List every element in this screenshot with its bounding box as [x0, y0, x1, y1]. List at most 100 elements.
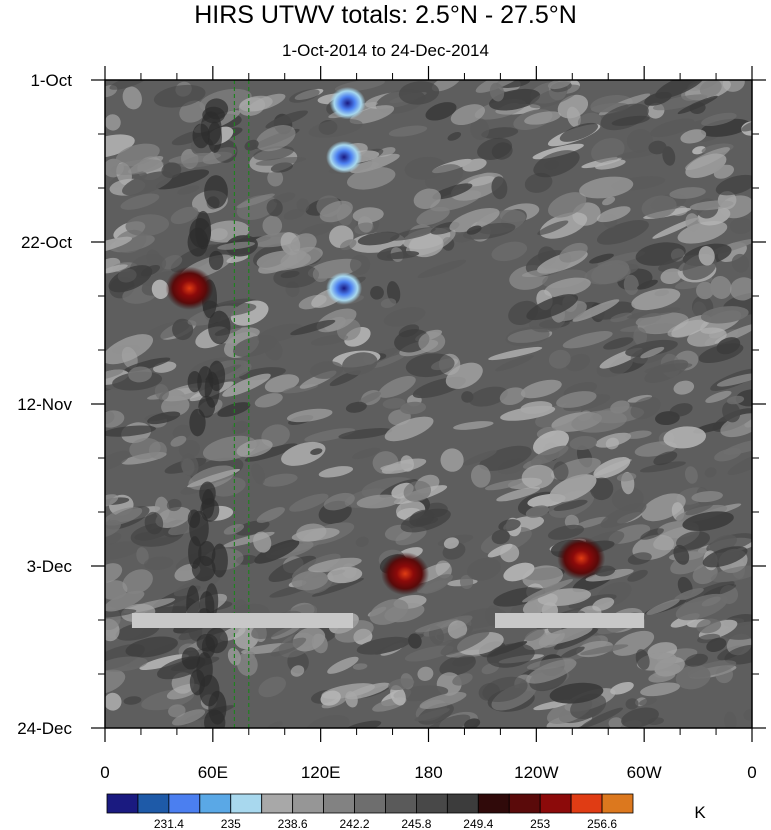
- field-cell: [710, 565, 752, 583]
- field-cell: [572, 299, 620, 322]
- field-cell: [635, 649, 650, 670]
- field-cell: [236, 439, 273, 458]
- field-cell: [491, 241, 528, 262]
- field-cell: [556, 391, 597, 408]
- field-cell: [105, 236, 133, 254]
- field-cell: [168, 152, 221, 164]
- field-cell: [682, 511, 734, 532]
- y-tick-label: 24-Dec: [17, 719, 72, 738]
- field-cell: [699, 80, 722, 97]
- field-cell: [633, 327, 648, 346]
- field-cell: [105, 541, 143, 561]
- field-cell: [122, 86, 142, 110]
- field-cell: [467, 557, 501, 581]
- field-cell: [400, 401, 427, 415]
- field-cell: [447, 620, 468, 639]
- field-cell: [308, 118, 363, 138]
- field-cell: [616, 149, 657, 159]
- field-cell: [491, 529, 510, 545]
- field-cell: [726, 395, 745, 405]
- field-cell: [342, 720, 382, 728]
- field-cell: [172, 709, 206, 726]
- field-cell: [685, 213, 700, 232]
- field-cell: [674, 588, 704, 601]
- field-cell: [352, 663, 368, 670]
- field-cell: [281, 441, 326, 466]
- field-cell: [696, 618, 722, 634]
- field-cell: [623, 274, 639, 296]
- field-cell: [201, 489, 215, 519]
- field-cell: [484, 479, 523, 491]
- field-cell: [662, 146, 676, 166]
- field-cell: [105, 114, 121, 131]
- field-cell: [290, 319, 336, 336]
- field-cell: [153, 84, 206, 108]
- field-cell: [105, 264, 128, 274]
- field-cell: [320, 690, 341, 706]
- field-cell: [352, 207, 384, 223]
- field-cell: [520, 379, 562, 399]
- field-cell: [489, 82, 505, 102]
- warm-anomaly: [557, 536, 606, 580]
- field-cell: [304, 428, 356, 443]
- field-cell: [646, 599, 680, 615]
- field-cell: [424, 164, 464, 190]
- field-cell: [481, 127, 519, 139]
- field-cell: [643, 323, 677, 333]
- field-cell: [431, 80, 461, 92]
- field-cell: [673, 544, 690, 565]
- field-cell: [675, 531, 711, 550]
- field-cell: [109, 80, 148, 90]
- missing-data-band: [494, 613, 645, 628]
- field-cell: [653, 94, 708, 111]
- field-cell: [105, 692, 122, 711]
- field-cell: [547, 80, 571, 90]
- field-cell: [461, 391, 474, 403]
- field-cell: [653, 451, 678, 466]
- field-cell: [432, 183, 473, 200]
- field-cell: [222, 531, 275, 548]
- field-cell: [701, 112, 737, 127]
- field-cell: [440, 448, 464, 472]
- field-cell: [290, 665, 305, 677]
- field-cell: [357, 231, 400, 246]
- x-tick-label: 60E: [198, 763, 228, 782]
- field-cell: [722, 80, 745, 92]
- field-cell: [386, 281, 401, 304]
- field-cell: [134, 532, 152, 540]
- field-cell: [289, 493, 329, 512]
- field-cell: [380, 298, 397, 308]
- field-cell: [318, 466, 354, 478]
- field-cell: [422, 714, 471, 728]
- field-cell: [251, 463, 266, 485]
- field-cell: [640, 528, 664, 540]
- field-cell: [589, 253, 614, 264]
- field-cell: [650, 118, 695, 138]
- field-cell: [669, 187, 706, 199]
- field-cell: [244, 139, 259, 151]
- field-cell: [398, 81, 440, 105]
- field-cell: [648, 140, 667, 155]
- field-cell: [538, 625, 593, 646]
- field-cell: [413, 188, 441, 210]
- colorbar-label: 238.6: [278, 817, 308, 830]
- field-cell: [351, 447, 381, 460]
- field-cell: [467, 176, 495, 187]
- field-cell: [660, 268, 682, 285]
- field-cell: [592, 597, 615, 611]
- field-cell: [267, 169, 284, 187]
- field-cell: [291, 527, 340, 542]
- field-cell: [310, 448, 323, 455]
- field-cell: [521, 268, 559, 278]
- field-cell: [370, 285, 384, 300]
- field-cell: [372, 353, 407, 369]
- field-cell: [286, 408, 333, 423]
- field-cell: [488, 346, 543, 361]
- colorbar-label: 235: [221, 817, 241, 830]
- warm-anomaly: [381, 552, 430, 596]
- field-cell: [574, 516, 609, 529]
- field-cell: [256, 250, 311, 271]
- field-cell: [559, 242, 588, 263]
- field-cell: [482, 676, 528, 703]
